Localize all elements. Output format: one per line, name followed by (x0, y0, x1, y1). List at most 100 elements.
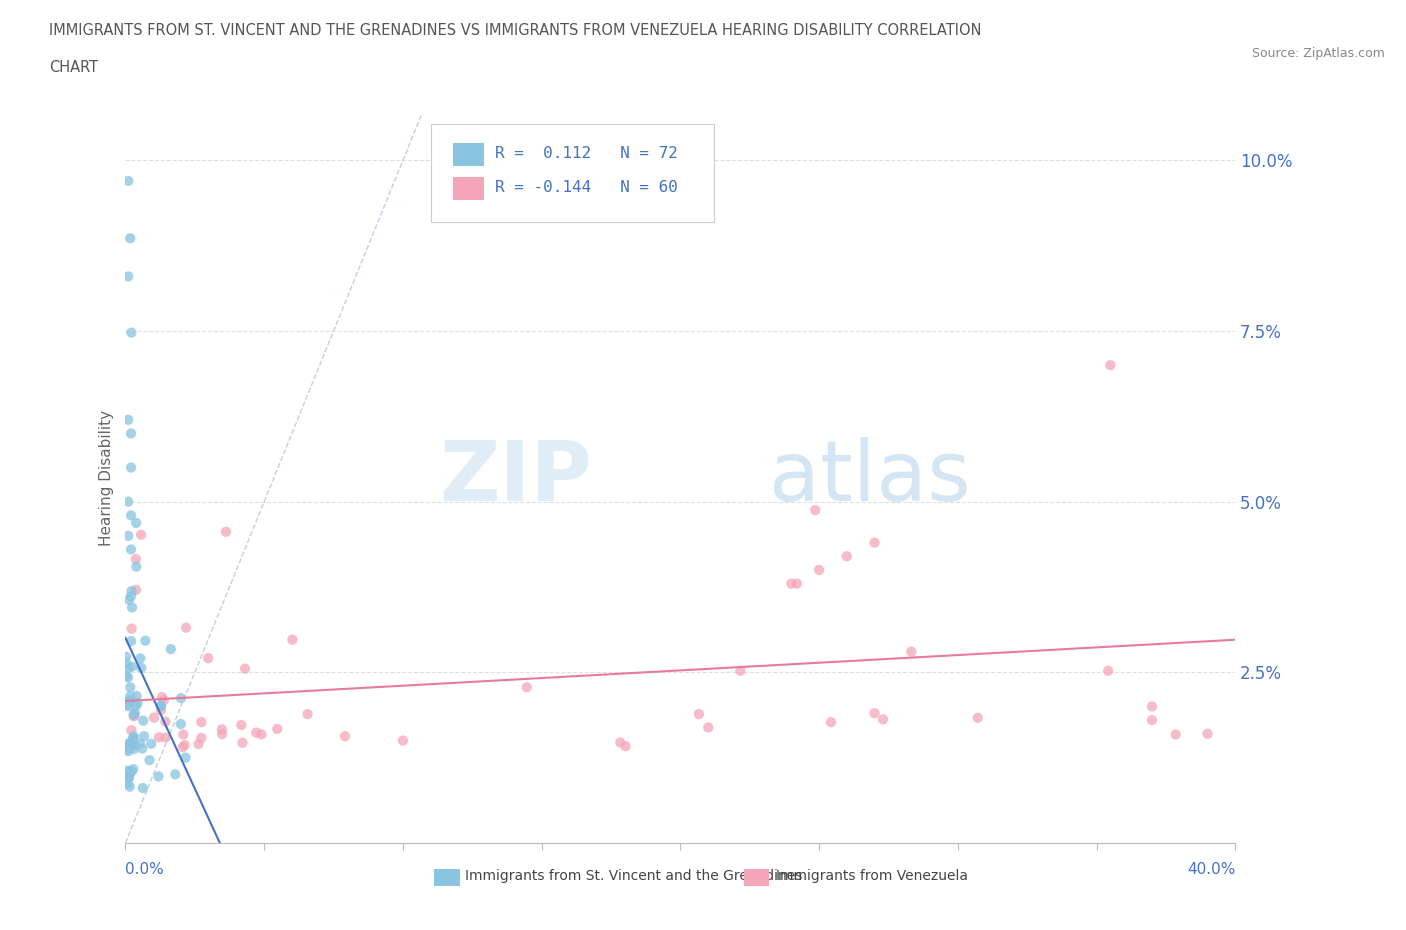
Point (120, 764, 142, 779)
Point (124, 706, 146, 721)
Point (148, 730, 170, 745)
Point (900, 644, 922, 659)
Point (172, 727, 194, 742)
Point (134, 633, 156, 648)
Point (170, 691, 193, 706)
Point (117, 528, 139, 543)
Point (125, 698, 148, 713)
Point (120, 680, 142, 695)
Point (149, 698, 172, 713)
Point (786, 577, 808, 591)
Point (122, 741, 145, 756)
Point (150, 690, 173, 705)
Point (863, 535, 886, 550)
Point (688, 707, 710, 722)
Point (780, 577, 803, 591)
Text: Immigrants from Venezuela: Immigrants from Venezuela (776, 870, 967, 884)
Point (129, 651, 152, 666)
Point (120, 723, 142, 737)
Point (118, 592, 141, 607)
Point (174, 620, 197, 635)
Point (129, 527, 152, 542)
Point (118, 766, 141, 781)
Point (120, 589, 142, 604)
Text: R = -0.144   N = 60: R = -0.144 N = 60 (495, 179, 678, 195)
Text: Source: ZipAtlas.com: Source: ZipAtlas.com (1251, 46, 1385, 60)
Point (872, 712, 894, 727)
Point (117, 777, 139, 791)
Point (117, 670, 139, 684)
Point (614, 738, 637, 753)
Point (148, 769, 170, 784)
Point (120, 689, 142, 704)
Point (392, 733, 415, 748)
Point (170, 717, 193, 732)
FancyBboxPatch shape (453, 177, 484, 200)
Point (125, 551, 148, 566)
Point (150, 698, 173, 713)
Point (1099, 358, 1122, 373)
Point (211, 722, 233, 737)
Point (129, 737, 152, 751)
Point (121, 659, 143, 674)
Point (820, 715, 842, 730)
Point (165, 767, 187, 782)
Point (1140, 699, 1163, 714)
Point (115, 764, 138, 778)
Point (122, 729, 145, 744)
Text: atlas: atlas (769, 437, 972, 518)
Point (808, 563, 831, 578)
Point (231, 736, 253, 751)
Point (115, 669, 138, 684)
Point (122, 707, 145, 722)
Point (215, 525, 238, 539)
Point (117, 269, 139, 284)
Point (132, 713, 155, 728)
Point (121, 600, 143, 615)
Point (117, 494, 139, 509)
Point (138, 752, 160, 767)
Y-axis label: Hearing Disability: Hearing Disability (100, 410, 114, 546)
Point (172, 739, 194, 754)
Point (127, 696, 149, 711)
Point (118, 693, 141, 708)
Point (131, 741, 153, 756)
Point (966, 711, 988, 725)
Point (132, 729, 155, 744)
Point (174, 751, 197, 765)
Point (1164, 727, 1187, 742)
Point (118, 779, 141, 794)
Point (245, 725, 267, 740)
Point (125, 688, 148, 703)
Point (118, 736, 141, 751)
Point (118, 694, 141, 709)
Point (187, 737, 209, 751)
Point (120, 736, 142, 751)
Text: 40.0%: 40.0% (1187, 861, 1236, 877)
Point (115, 649, 138, 664)
Point (173, 737, 195, 752)
Point (804, 503, 827, 518)
Point (835, 549, 858, 564)
Text: 0.0%: 0.0% (125, 861, 165, 877)
FancyBboxPatch shape (453, 142, 484, 166)
Point (120, 231, 142, 246)
Point (297, 707, 319, 722)
Point (124, 709, 146, 724)
Text: ZIP: ZIP (439, 437, 592, 518)
Point (697, 720, 720, 735)
Point (118, 771, 141, 786)
Point (190, 730, 212, 745)
Point (149, 703, 172, 718)
Point (120, 426, 142, 441)
Point (250, 727, 273, 742)
Point (122, 730, 145, 745)
Point (609, 735, 631, 750)
Point (122, 709, 145, 724)
Point (120, 735, 142, 750)
Point (125, 559, 148, 574)
Point (120, 633, 142, 648)
Point (121, 764, 143, 778)
Point (115, 742, 138, 757)
Point (120, 508, 142, 523)
